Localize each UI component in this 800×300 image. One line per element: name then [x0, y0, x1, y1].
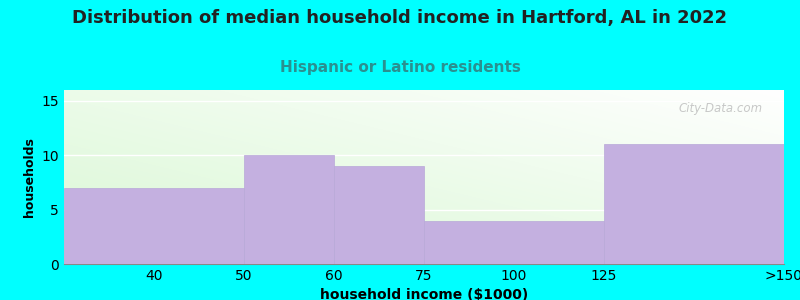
Y-axis label: households: households	[23, 137, 36, 217]
Bar	[604, 144, 784, 264]
Text: Distribution of median household income in Hartford, AL in 2022: Distribution of median household income …	[73, 9, 727, 27]
Bar	[64, 188, 244, 264]
X-axis label: household income ($1000): household income ($1000)	[320, 288, 528, 300]
Text: City-Data.com: City-Data.com	[678, 102, 762, 115]
Text: Hispanic or Latino residents: Hispanic or Latino residents	[279, 60, 521, 75]
Bar	[334, 166, 424, 264]
Bar	[244, 155, 334, 264]
Bar	[424, 220, 604, 264]
